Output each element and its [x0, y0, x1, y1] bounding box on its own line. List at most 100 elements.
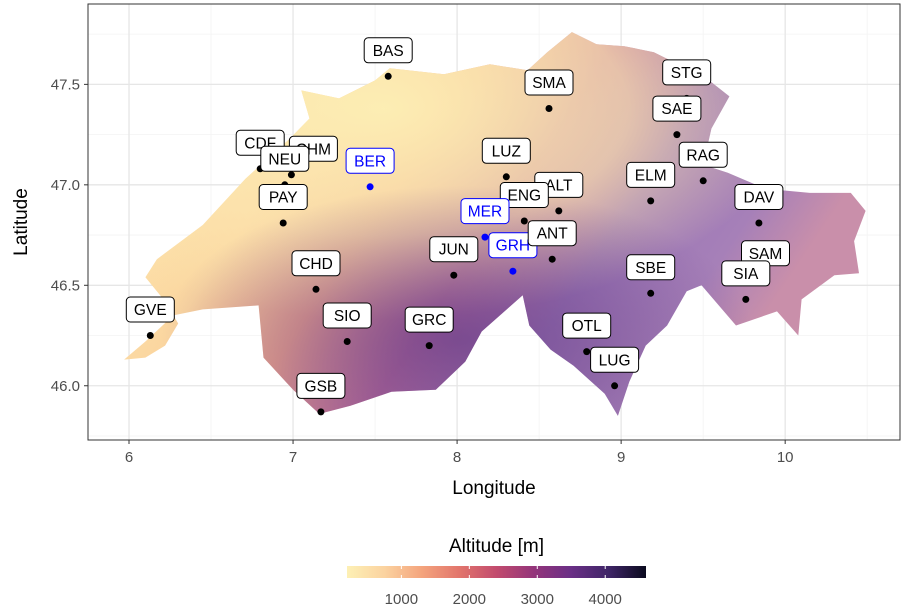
label-gve: GVE [125, 296, 175, 323]
point-ant [548, 255, 556, 263]
label-text-gsb: GSB [305, 378, 338, 395]
label-grc: GRC [404, 306, 454, 333]
point-gve [146, 332, 154, 339]
label-text-pay: PAY [269, 190, 298, 207]
label-text-alt: ALT [545, 177, 573, 194]
label-text-sae: SAE [661, 101, 692, 118]
point-sio [343, 338, 351, 345]
label-box-luz [481, 137, 531, 164]
label-box-sbe [626, 254, 676, 281]
label-dav: DAV [734, 184, 784, 210]
y-tick-label-3: 47.5 [51, 76, 80, 93]
point-jun [450, 271, 458, 279]
label-lug: LUG [590, 346, 640, 373]
label-text-eng: ENG [508, 188, 542, 205]
label-stg: STG [662, 59, 712, 86]
y-axis-title: Latitude [11, 188, 32, 256]
point-ber [366, 183, 374, 191]
label-pay: PAY [258, 184, 308, 210]
x-axis-title: Longitude [452, 478, 535, 499]
label-box-elm [626, 161, 676, 188]
point-mer [481, 233, 489, 241]
legend-colorbar [347, 566, 646, 578]
label-elm: ELM [626, 161, 676, 188]
label-box-bas [363, 37, 413, 64]
altitude-legend: Altitude [m] 1000 2000 3000 4000 [347, 536, 646, 608]
label-text-rag: RAG [686, 147, 720, 164]
x-tick-label-1: 7 [289, 449, 297, 466]
label-sma: SMA [524, 69, 574, 96]
point-otl [583, 348, 591, 356]
point-luz [502, 173, 510, 181]
label-text-gve: GVE [134, 302, 167, 319]
label-bas: BAS [363, 37, 413, 64]
legend-tick-label-0: 1000 [385, 591, 418, 608]
legend-title: Altitude [m] [449, 536, 544, 557]
label-sia: SIA [721, 260, 771, 287]
label-text-sbe: SBE [635, 260, 666, 277]
label-otl: OTL [562, 312, 612, 339]
point-alt [555, 207, 563, 215]
label-sam: SAM [741, 240, 790, 267]
point-dav [755, 219, 763, 227]
label-neu: NEU [260, 145, 310, 172]
legend-tick-label-2: 3000 [521, 591, 554, 608]
label-text-sma: SMA [532, 75, 566, 92]
label-text-dav: DAV [744, 190, 775, 207]
legend-tick-label-1: 2000 [453, 591, 486, 608]
label-box-neu [260, 145, 310, 172]
label-box-ant [527, 220, 577, 247]
x-tick-label-2: 8 [453, 449, 461, 466]
label-box-ber [345, 147, 395, 174]
label-sae: SAE [652, 95, 702, 122]
point-sbe [647, 289, 655, 297]
point-gsb [317, 408, 325, 416]
label-box-pay [258, 184, 308, 210]
point-sma [545, 105, 553, 112]
label-box-grc [404, 306, 454, 333]
x-axis-ticks: 6 7 8 9 10 [125, 440, 794, 466]
label-box-gsb [296, 372, 346, 399]
label-text-elm: ELM [635, 167, 667, 184]
label-text-ant: ANT [537, 226, 569, 243]
point-chm [287, 171, 295, 179]
legend-ticks: 1000 2000 3000 4000 [385, 566, 622, 608]
point-lug [611, 382, 619, 390]
point-sae [673, 131, 681, 139]
label-box-stg [662, 59, 712, 86]
point-elm [647, 197, 655, 205]
label-ant: ANT [527, 220, 577, 247]
x-tick-label-0: 6 [125, 449, 133, 466]
label-box-sae [652, 95, 702, 122]
point-bas [384, 72, 392, 80]
label-sbe: SBE [626, 254, 676, 281]
point-sia [742, 295, 750, 303]
label-luz: LUZ [481, 137, 531, 164]
label-text-mer: MER [468, 204, 502, 221]
label-box-dav [734, 184, 784, 210]
label-rag: RAG [678, 141, 728, 168]
y-tick-label-1: 46.5 [51, 277, 80, 294]
label-sio: SIO [322, 302, 372, 329]
label-box-jun [429, 236, 479, 263]
label-box-eng [499, 182, 549, 208]
y-axis-ticks: 46.0 46.5 47.0 47.5 [51, 76, 88, 395]
label-chd: CHD [291, 250, 341, 277]
label-box-mer [460, 198, 510, 225]
point-pay [279, 219, 287, 227]
label-box-otl [562, 312, 612, 339]
x-tick-label-3: 9 [617, 449, 625, 466]
y-tick-label-2: 47.0 [51, 177, 80, 194]
label-ber: BER [345, 147, 395, 174]
label-text-lug: LUG [599, 352, 631, 369]
point-grc [425, 342, 433, 350]
legend-tick-label-3: 4000 [589, 591, 622, 608]
label-box-rag [678, 141, 728, 168]
label-text-ber: BER [354, 153, 386, 170]
label-box-sio [322, 302, 372, 329]
label-text-chd: CHD [299, 256, 333, 273]
label-jun: JUN [429, 236, 479, 263]
label-text-sio: SIO [334, 308, 361, 325]
label-box-sma [524, 69, 574, 96]
